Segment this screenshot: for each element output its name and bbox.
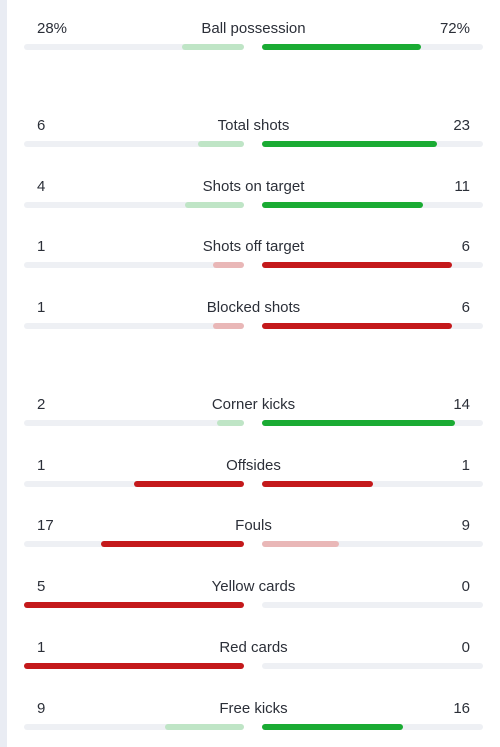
- home-bar-fill: [216, 420, 244, 426]
- home-value: 1: [37, 299, 46, 316]
- away-value: 6: [461, 238, 470, 255]
- away-bar-fill: [262, 420, 456, 426]
- home-value: 1: [37, 639, 46, 656]
- away-bar-fill: [262, 724, 404, 730]
- away-bar-fill: [262, 202, 424, 208]
- away-bar-track: [262, 202, 483, 208]
- away-value: 0: [461, 639, 470, 656]
- away-bar-fill: [262, 541, 340, 547]
- away-bar-track: [262, 602, 483, 608]
- home-bar-track: [24, 602, 244, 608]
- home-value: 9: [37, 700, 46, 717]
- home-bar-fill: [101, 541, 244, 547]
- stat-label: Offsides: [226, 457, 281, 474]
- comparison-bars: [24, 724, 483, 730]
- home-bar-track: [24, 202, 244, 208]
- away-value: 14: [453, 396, 470, 413]
- away-value: 72%: [439, 20, 470, 37]
- away-bar-track: [262, 481, 483, 487]
- home-bar-track: [24, 724, 244, 730]
- stat-label: Ball possession: [201, 20, 306, 37]
- home-value: 28%: [37, 20, 68, 37]
- home-bar-fill: [182, 44, 244, 50]
- away-bar-track: [262, 541, 483, 547]
- away-bar-track: [262, 420, 483, 426]
- comparison-bars: [24, 262, 483, 268]
- stat-row-shots-on-target: 4 Shots on target 11: [24, 178, 483, 218]
- home-bar-fill: [184, 202, 244, 208]
- home-bar-fill: [213, 262, 244, 268]
- comparison-bars: [24, 202, 483, 208]
- home-bar-track: [24, 141, 244, 147]
- home-bar-fill: [134, 481, 244, 487]
- stat-label: Red cards: [219, 639, 288, 656]
- away-bar-track: [262, 663, 483, 669]
- home-bar-track: [24, 541, 244, 547]
- home-bar-fill: [197, 141, 244, 147]
- stat-label: Shots on target: [202, 178, 305, 195]
- away-value: 16: [453, 700, 470, 717]
- comparison-bars: [24, 420, 483, 426]
- away-bar-fill: [262, 141, 437, 147]
- away-bar-track: [262, 141, 483, 147]
- away-bar-track: [262, 262, 483, 268]
- stat-row-total-shots: 6 Total shots 23: [24, 117, 483, 157]
- away-bar-fill: [262, 323, 453, 329]
- away-bar-fill: [262, 44, 422, 50]
- home-bar-fill: [24, 663, 244, 669]
- home-value: 1: [37, 238, 46, 255]
- home-value: 6: [37, 117, 46, 134]
- comparison-bars: [24, 44, 483, 50]
- stat-label: Corner kicks: [211, 396, 296, 413]
- stat-label: Yellow cards: [211, 578, 296, 595]
- away-value: 11: [454, 178, 470, 195]
- stat-label: Shots off target: [202, 238, 305, 255]
- home-value: 5: [37, 578, 46, 595]
- comparison-bars: [24, 663, 483, 669]
- stat-row-shots-off-target: 1 Shots off target 6: [24, 238, 483, 278]
- stat-row-fouls: 17 Fouls 9: [24, 517, 483, 557]
- comparison-bars: [24, 541, 483, 547]
- home-bar-fill: [24, 602, 244, 608]
- away-bar-track: [262, 724, 483, 730]
- away-bar-fill: [262, 481, 373, 487]
- stat-row-yellow-cards: 5 Yellow cards 0: [24, 578, 483, 618]
- stat-label: Total shots: [217, 117, 290, 134]
- stat-label: Fouls: [235, 517, 272, 534]
- stat-row-ball-possession: 28% Ball possession 72%: [24, 20, 483, 60]
- home-bar-track: [24, 481, 244, 487]
- comparison-bars: [24, 602, 483, 608]
- away-bar-track: [262, 323, 483, 329]
- home-value: 2: [37, 396, 46, 413]
- stat-row-free-kicks: 9 Free kicks 16: [24, 700, 483, 740]
- home-value: 4: [37, 178, 46, 195]
- stat-row-red-cards: 1 Red cards 0: [24, 639, 483, 679]
- home-bar-fill: [213, 323, 244, 329]
- stat-row-corner-kicks: 2 Corner kicks 14: [24, 396, 483, 436]
- stat-row-offsides: 1 Offsides 1: [24, 457, 483, 497]
- comparison-bars: [24, 141, 483, 147]
- comparison-bars: [24, 323, 483, 329]
- stat-row-blocked-shots: 1 Blocked shots 6: [24, 299, 483, 339]
- stat-label: Blocked shots: [206, 299, 301, 316]
- stat-label: Free kicks: [219, 700, 288, 717]
- away-value: 9: [461, 517, 470, 534]
- away-bar-track: [262, 44, 483, 50]
- home-bar-track: [24, 663, 244, 669]
- away-value: 6: [461, 299, 470, 316]
- home-bar-fill: [164, 724, 244, 730]
- home-bar-track: [24, 262, 244, 268]
- away-value: 23: [453, 117, 470, 134]
- comparison-bars: [24, 481, 483, 487]
- home-bar-track: [24, 44, 244, 50]
- home-bar-track: [24, 323, 244, 329]
- away-bar-fill: [262, 262, 453, 268]
- left-scroll-rail: [0, 0, 7, 747]
- home-value: 1: [37, 457, 46, 474]
- away-value: 0: [461, 578, 470, 595]
- away-value: 1: [461, 457, 470, 474]
- home-bar-track: [24, 420, 244, 426]
- home-value: 17: [37, 517, 54, 534]
